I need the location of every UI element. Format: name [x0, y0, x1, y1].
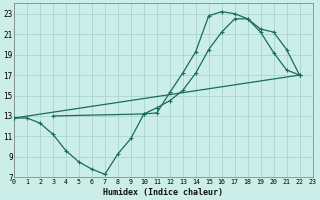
- X-axis label: Humidex (Indice chaleur): Humidex (Indice chaleur): [103, 188, 223, 197]
